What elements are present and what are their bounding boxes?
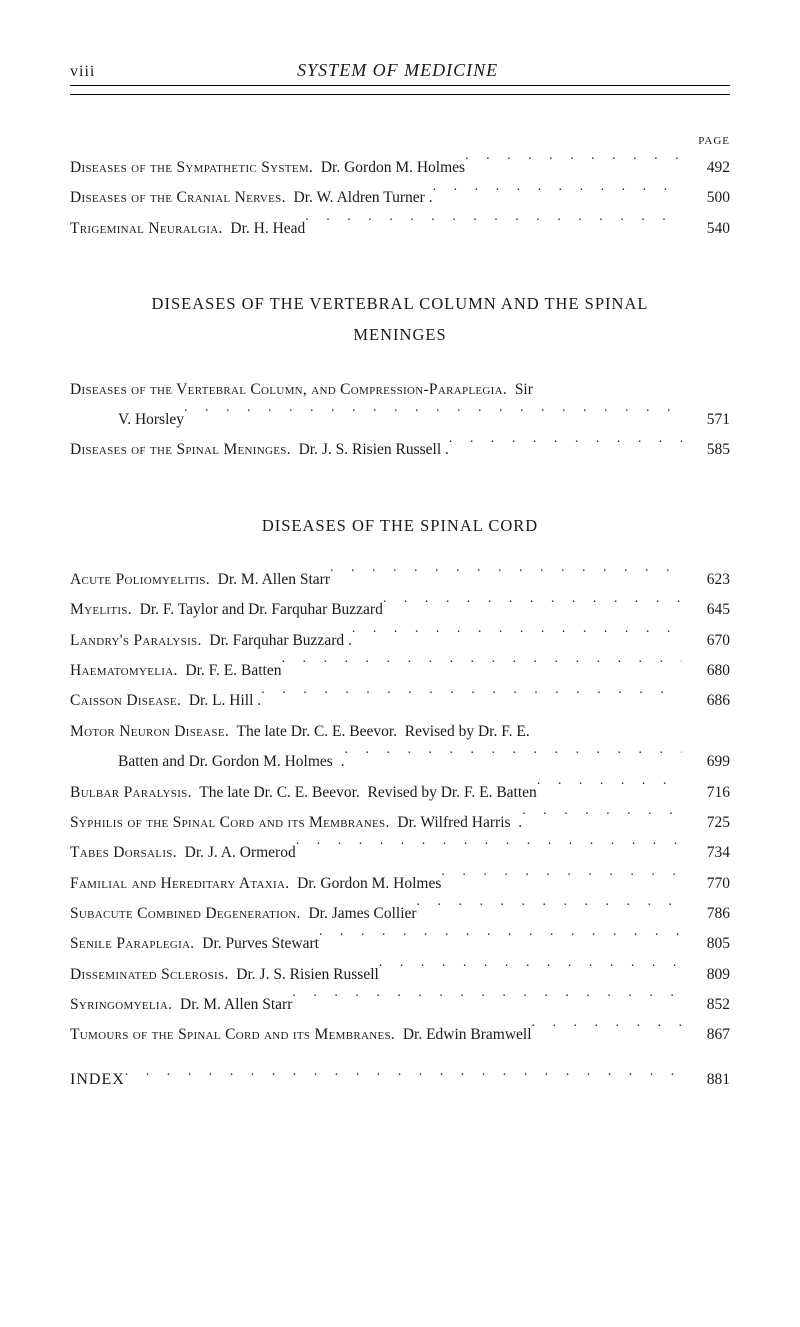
toc-entry-author: Dr. Farquhar Buzzard . xyxy=(202,632,352,649)
toc-entry-text: Batten and Dr. Gordon M. Holmes . xyxy=(70,749,344,775)
toc-entry-smallcaps: Tumours of the Spinal Cord and its Membr… xyxy=(70,1026,395,1043)
toc-entry-page: 623 xyxy=(682,567,730,593)
toc-entry-page: 571 xyxy=(682,407,730,433)
toc-entry-author: Dr. M. Allen Starr xyxy=(172,996,292,1013)
toc-entry-smallcaps: Diseases of the Vertebral Column, and Co… xyxy=(70,381,507,398)
toc-line: Tumours of the Spinal Cord and its Membr… xyxy=(70,1022,730,1048)
toc-entry-author: Dr. Gordon M. Holmes xyxy=(289,875,441,892)
toc-entry-author: Dr. J. S. Risien Russell . xyxy=(291,441,449,458)
toc-entry-page: 805 xyxy=(682,931,730,957)
toc-entry-page: 492 xyxy=(682,155,730,181)
toc-entry-smallcaps: Senile Paraplegia. xyxy=(70,935,195,952)
toc-entry-author: Dr. H. Head xyxy=(223,220,306,237)
toc-entry-smallcaps: Familial and Hereditary Ataxia. xyxy=(70,875,289,892)
toc-entry-author: Batten and Dr. Gordon M. Holmes . xyxy=(118,753,344,770)
toc-entry-author: Dr. M. Allen Starr xyxy=(210,571,330,588)
toc-entry-page: 716 xyxy=(682,780,730,806)
toc-entry-text: Bulbar Paralysis. The late Dr. C. E. Bee… xyxy=(70,780,537,806)
toc-entry-smallcaps: Syringomyelia. xyxy=(70,996,172,1013)
toc-block-1: Diseases of the Vertebral Column, and Co… xyxy=(70,377,730,464)
toc-entry-text: Tumours of the Spinal Cord and its Membr… xyxy=(70,1022,532,1048)
toc-entry-author: Dr. L. Hill . xyxy=(181,692,261,709)
toc-entry-text: Tabes Dorsalis. Dr. J. A. Ormerod xyxy=(70,840,296,866)
toc-entry-smallcaps: Diseases of the Cranial Nerves. xyxy=(70,189,286,206)
toc-entry-smallcaps: Tabes Dorsalis. xyxy=(70,844,177,861)
toc-entry-author: The late Dr. C. E. Beevor. Revised by Dr… xyxy=(192,784,537,801)
toc-entry-author: Dr. F. E. Batten xyxy=(178,662,282,679)
toc-entry-smallcaps: Acute Poliomyelitis. xyxy=(70,571,210,588)
toc-entry-author: Dr. F. Taylor and Dr. Farquhar Buzzard xyxy=(132,601,383,618)
toc-entry-smallcaps: Disseminated Sclerosis. xyxy=(70,966,229,983)
toc-entry-page: 852 xyxy=(682,992,730,1018)
section-title-2: DISEASES OF THE SPINAL CORD xyxy=(70,510,730,541)
page-marker: viii xyxy=(70,63,95,81)
toc-entry-author: Dr. W. Aldren Turner . xyxy=(286,189,433,206)
toc-entry-page: 540 xyxy=(682,216,730,242)
toc-entry-author: Dr. J. S. Risien Russell xyxy=(229,966,379,983)
section-title-1: DISEASES OF THE VERTEBRAL COLUMN AND THE… xyxy=(70,288,730,351)
toc-entry-smallcaps: Trigeminal Neuralgia. xyxy=(70,220,223,237)
toc-entry-author: The late Dr. C. E. Beevor. Revised by Dr… xyxy=(229,723,530,740)
toc-entry-text: Caisson Disease. Dr. L. Hill . xyxy=(70,688,261,714)
toc-entry-page: 867 xyxy=(682,1022,730,1048)
running-header: viii SYSTEM OF MEDICINE xyxy=(70,60,730,86)
toc-entry-text: Myelitis. Dr. F. Taylor and Dr. Farquhar… xyxy=(70,597,383,623)
toc-entry-smallcaps: Motor Neuron Disease. xyxy=(70,723,229,740)
header-rule-2 xyxy=(70,92,730,95)
toc-entry-page: 645 xyxy=(682,597,730,623)
toc-entry-author: V. Horsley xyxy=(118,411,184,428)
toc-entry-smallcaps: Myelitis. xyxy=(70,601,132,618)
toc-entry-author: Dr. Edwin Bramwell xyxy=(395,1026,531,1043)
index-page: 881 xyxy=(682,1071,730,1089)
toc-entry-smallcaps: Landry's Paralysis. xyxy=(70,632,202,649)
toc-block-2: Acute Poliomyelitis. Dr. M. Allen Starr 6… xyxy=(70,567,730,1049)
toc-entry-page: 670 xyxy=(682,628,730,654)
toc-entry-smallcaps: Bulbar Paralysis. xyxy=(70,784,192,801)
toc-entry-page: 680 xyxy=(682,658,730,684)
toc-entry-text: V. Horsley xyxy=(70,407,184,433)
toc-line: Trigeminal Neuralgia. Dr. H. Head 540 xyxy=(70,216,730,242)
toc-entry-page: 809 xyxy=(682,962,730,988)
toc-entry-smallcaps: Syphilis of the Spinal Cord and its Memb… xyxy=(70,814,390,831)
toc-entry-smallcaps: Caisson Disease. xyxy=(70,692,181,709)
toc-entry-page: 734 xyxy=(682,840,730,866)
running-title: SYSTEM OF MEDICINE xyxy=(95,60,730,81)
toc-entry-author: Dr. Purves Stewart xyxy=(195,935,319,952)
toc-block-top: Diseases of the Sympathetic System. Dr. … xyxy=(70,155,730,242)
toc-entry-smallcaps: Diseases of the Sympathetic System. xyxy=(70,159,313,176)
toc-entry-page: 725 xyxy=(682,810,730,836)
toc-entry-page: 686 xyxy=(682,688,730,714)
toc-entry-smallcaps: Subacute Combined Degeneration. xyxy=(70,905,301,922)
toc-entry-smallcaps: Haematomyelia. xyxy=(70,662,178,679)
toc-line: Diseases of the Spinal Meninges. Dr. J. … xyxy=(70,437,730,463)
toc-entry-page: 770 xyxy=(682,871,730,897)
toc-entry-page: 786 xyxy=(682,901,730,927)
toc-entry-text: Syringomyelia. Dr. M. Allen Starr xyxy=(70,992,292,1018)
toc-entry-text: Trigeminal Neuralgia. Dr. H. Head xyxy=(70,216,305,242)
toc-entry-author: Dr. Gordon M. Holmes xyxy=(313,159,465,176)
toc-entry-text: Senile Paraplegia. Dr. Purves Stewart xyxy=(70,931,319,957)
toc-entry-page: 699 xyxy=(682,749,730,775)
toc-entry-page: 585 xyxy=(682,437,730,463)
toc-entry-smallcaps: Diseases of the Spinal Meninges. xyxy=(70,441,291,458)
toc-entry-author: Dr. Wilfred Harris . xyxy=(390,814,523,831)
toc-entry-author: Dr. James Collier xyxy=(301,905,417,922)
toc-line: Caisson Disease. Dr. L. Hill . 686 xyxy=(70,688,730,714)
index-label: INDEX xyxy=(70,1071,125,1089)
toc-entry-text: Diseases of the Spinal Meninges. Dr. J. … xyxy=(70,437,449,463)
toc-entry-text: Acute Poliomyelitis. Dr. M. Allen Starr xyxy=(70,567,330,593)
toc-entry-text: Diseases of the Sympathetic System. Dr. … xyxy=(70,155,465,181)
toc-entry-page: 500 xyxy=(682,185,730,211)
toc-entry-author: Sir xyxy=(507,381,533,398)
toc-entry-text: Haematomyelia. Dr. F. E. Batten xyxy=(70,658,281,684)
toc-entry-author: Dr. J. A. Ormerod xyxy=(177,844,296,861)
toc-entry-text: Familial and Hereditary Ataxia. Dr. Gord… xyxy=(70,871,441,897)
index-line: INDEX 881 xyxy=(70,1071,730,1089)
